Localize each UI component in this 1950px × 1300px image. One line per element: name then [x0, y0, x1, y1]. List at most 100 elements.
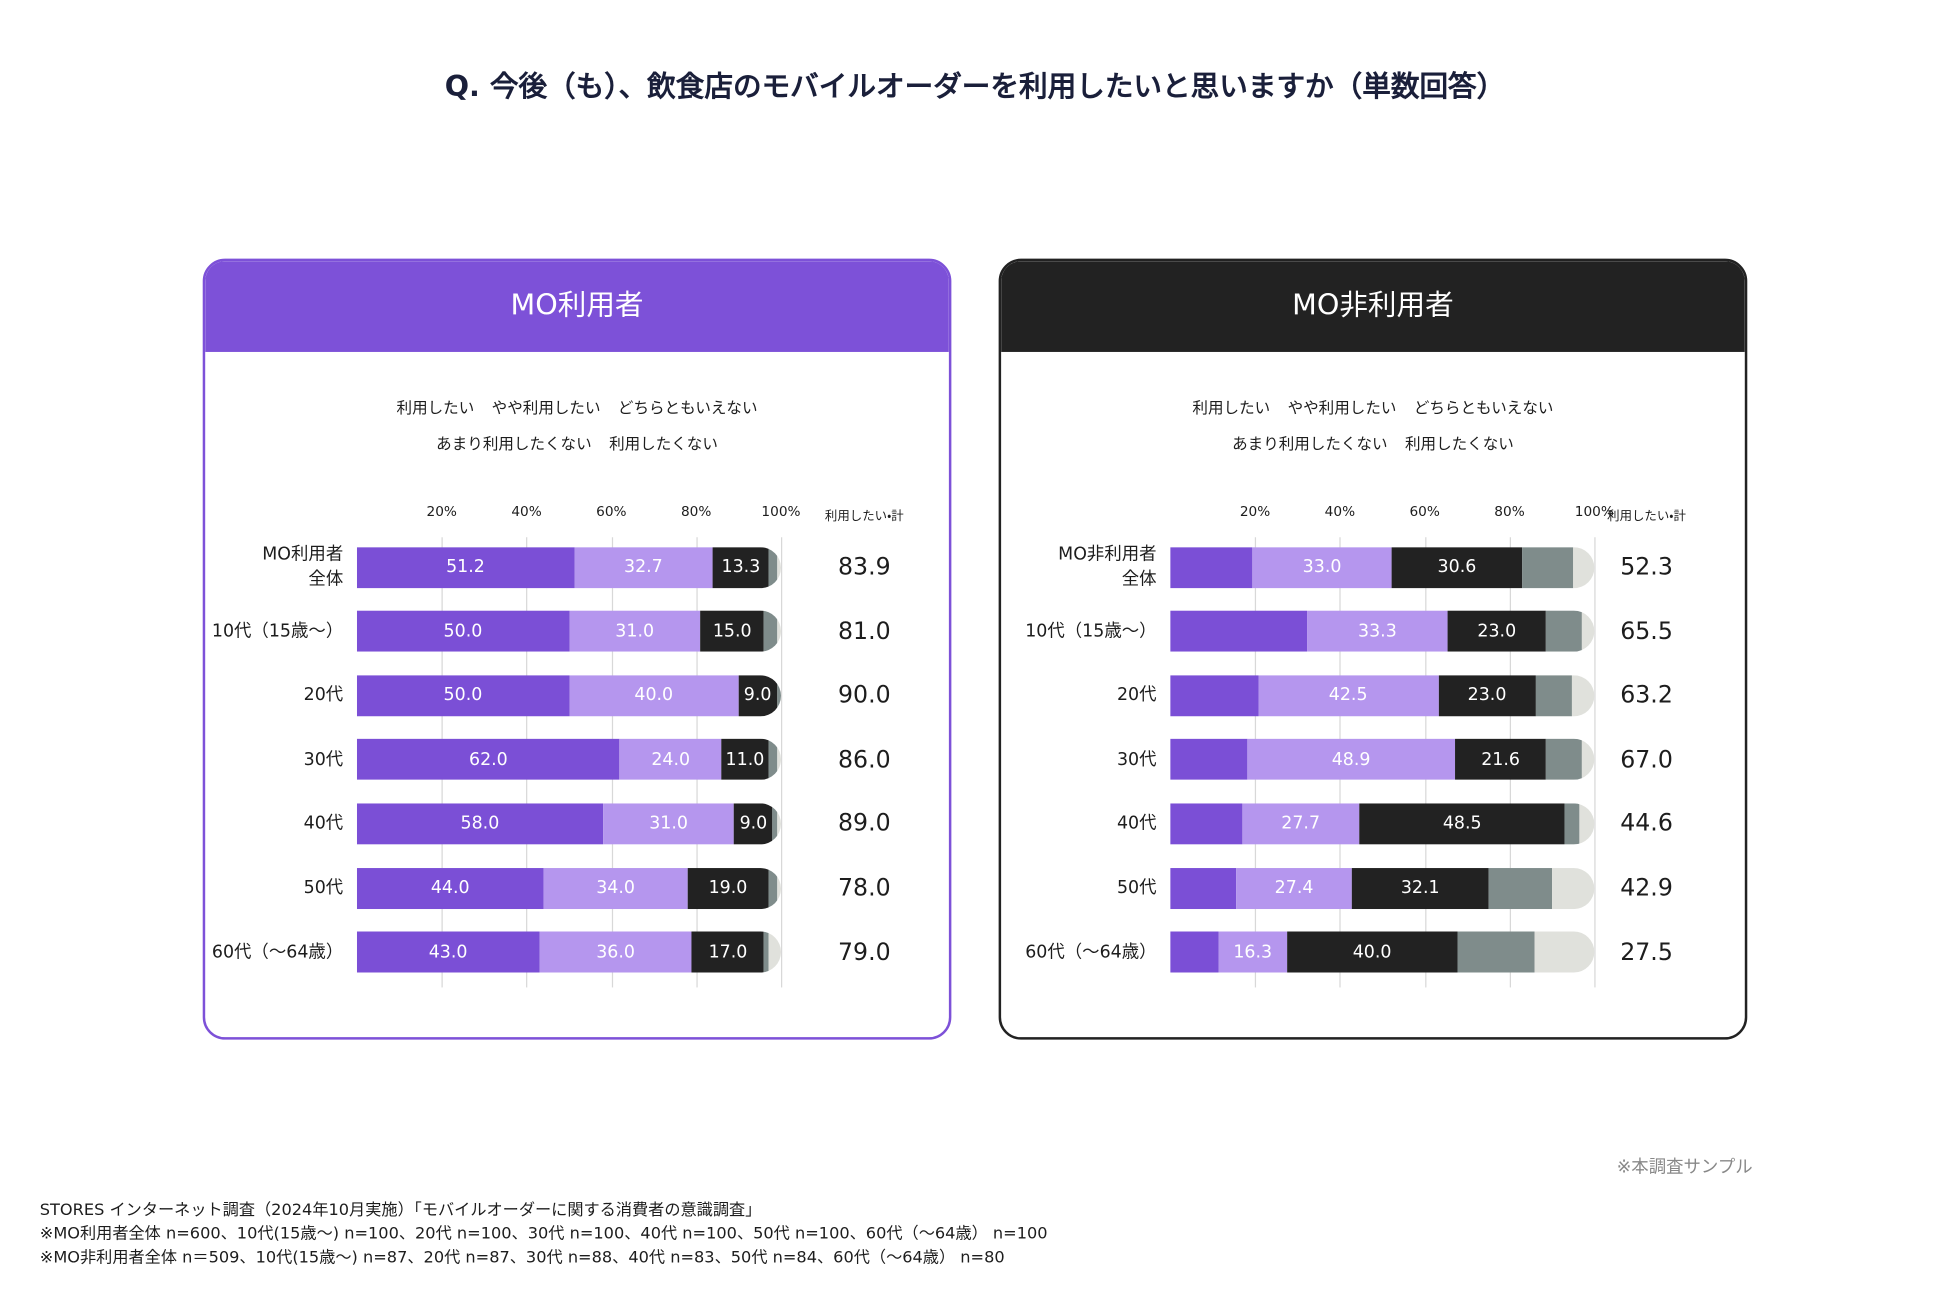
bar-segment [712, 546, 770, 588]
bar-segment [356, 803, 603, 845]
data-label: 36.0 [596, 942, 635, 963]
bar-segment [1258, 674, 1439, 716]
x-tick-label: 80% [1494, 503, 1525, 520]
bar-segment [1456, 931, 1535, 973]
bar-segment [568, 610, 701, 652]
bar-segment [1170, 546, 1253, 588]
bar-segment [1545, 610, 1582, 652]
category-label: 50代 [1116, 877, 1157, 898]
bar-row [1170, 803, 1595, 845]
total-label: 83.9 [838, 553, 891, 581]
data-label: 24.0 [651, 749, 691, 770]
bar-segment [1170, 610, 1307, 652]
data-label: 27.4 [1274, 877, 1314, 898]
data-label: 58.0 [460, 813, 500, 834]
sample-note: ※本調査サンプル [1616, 1157, 1753, 1178]
bar-row [356, 803, 781, 845]
panel-title: MO非利用者 [1001, 261, 1745, 352]
data-label: 9.0 [739, 813, 768, 834]
data-label: 48.5 [1442, 813, 1482, 834]
data-label: 44.0 [430, 877, 470, 898]
legend-item: あまり利用したくない [436, 430, 591, 454]
data-label: 32.1 [1400, 877, 1440, 898]
category-label: 60代（〜64歳） [1025, 942, 1157, 963]
bar-segment [356, 546, 575, 588]
legend-item: やや利用したい [1288, 394, 1397, 418]
data-label: 50.0 [443, 685, 483, 706]
x-tick-label: 60% [1409, 503, 1440, 520]
legend: 利用したい やや利用したい どちらともいえない [1001, 394, 1745, 418]
legend-label: やや利用したい [491, 397, 601, 417]
data-label: 16.3 [1233, 942, 1273, 963]
data-label: 19.0 [708, 877, 748, 898]
grid-line [1594, 537, 1596, 988]
data-label: 33.0 [1302, 557, 1342, 578]
bar-row [1170, 674, 1595, 716]
data-label: 50.0 [443, 621, 483, 642]
bar-segment [1581, 739, 1595, 781]
bar-segment [777, 546, 781, 588]
bar-segment [1448, 610, 1546, 652]
legend-item: どちらともいえない [618, 394, 758, 418]
x-tick-label: 100% [1574, 503, 1614, 520]
data-label: 40.0 [634, 685, 674, 706]
bar-segment [776, 803, 781, 845]
bar-segment [1573, 546, 1595, 588]
total-label: 89.0 [838, 810, 891, 838]
panel-title: MO利用者 [205, 261, 949, 352]
x-tick-label: 20% [426, 503, 457, 520]
x-tick-label: 80% [680, 503, 712, 520]
bar-segment [1247, 739, 1455, 781]
footnote: ※MO利用者全体 n=600、10代(15歳〜) n=100、20代 n=100… [39, 1224, 1048, 1244]
x-tick-label: 60% [596, 503, 627, 520]
bar-segment [1581, 610, 1595, 652]
total-label: 27.5 [1620, 938, 1673, 966]
data-label: 21.6 [1481, 749, 1520, 770]
bar-segment [1571, 674, 1595, 716]
legend: あまり利用したくない 利用したくない [1001, 430, 1745, 454]
bar-segment [1241, 803, 1360, 845]
bar-segment [539, 931, 692, 973]
legend-item: やや利用したい [492, 394, 601, 418]
footnote: STORES インターネット調査（2024年10月実施）「モバイルオーダーに関す… [39, 1201, 762, 1220]
bar-row [356, 867, 781, 909]
bar-segment [1488, 867, 1552, 909]
bar-segment [574, 546, 713, 588]
category-label: 20代 [303, 685, 344, 706]
bar-segment [1534, 931, 1595, 973]
bar-segment [1392, 546, 1522, 588]
legend: あまり利用したくない 利用したくない [205, 430, 949, 454]
bar-segment [1579, 803, 1595, 845]
bar-segment [768, 931, 781, 973]
bar-segment [764, 931, 769, 973]
bar-segment [1535, 674, 1572, 716]
legend-label: 利用したい [396, 397, 475, 417]
total-label: 79.0 [838, 938, 891, 966]
bar-segment [687, 867, 769, 909]
bar-segment [1170, 739, 1248, 781]
bar-row [356, 739, 781, 781]
bar-segment [356, 867, 544, 909]
bar-segment [776, 610, 781, 652]
legend: 利用したい やや利用したい どちらともいえない [205, 394, 949, 418]
bar-segment [738, 674, 777, 716]
legend-label: あまり利用したくない [1232, 434, 1388, 453]
data-label: 9.0 [743, 685, 772, 706]
x-tick-label: 40% [511, 503, 542, 520]
category-label: 30代 [303, 749, 344, 770]
page-title: Q. 今後（も）、飲食店のモバイルオーダーを利用したいと思いますか（単数回答） [444, 70, 1506, 104]
data-label: 23.0 [1477, 621, 1517, 642]
bar-segment [1287, 931, 1457, 973]
bar-segment [721, 739, 769, 781]
bar-row [1170, 931, 1595, 973]
bar-segment [1235, 867, 1353, 909]
panel: MO利用者 利用したい やや利用したい どちらともいえない あまり利用したくない 利用した… [202, 258, 952, 1040]
bar-segment [1546, 739, 1582, 781]
bar-segment [691, 931, 765, 973]
bar-segment [772, 803, 777, 845]
data-label: 48.9 [1331, 749, 1371, 770]
category-label: 60代（〜64歳） [211, 942, 344, 963]
bar-row [1170, 546, 1595, 588]
bar-segment [764, 610, 777, 652]
